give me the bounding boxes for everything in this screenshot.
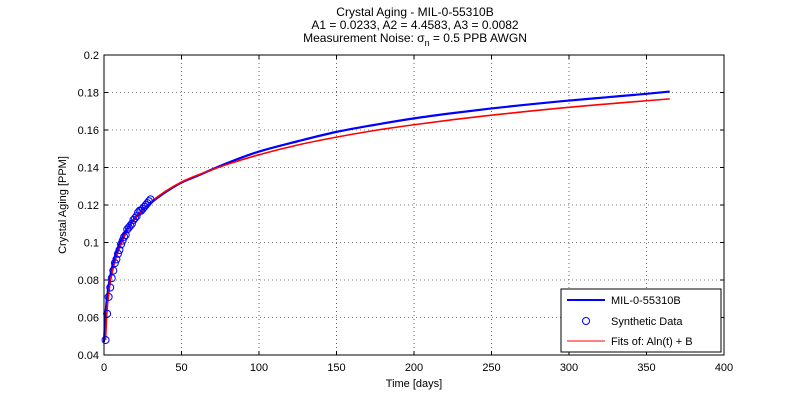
legend-label-model: MIL-0-55310B	[611, 295, 681, 307]
data-point	[144, 197, 153, 206]
data-point	[120, 232, 129, 241]
y-tick-label: 0.16	[78, 125, 99, 137]
chart-noise-line: Measurement Noise: σn = 0.5 PPB AWGN	[303, 31, 527, 48]
y-tick-label: 0.08	[78, 275, 99, 287]
y-tick-label: 0.1	[84, 238, 99, 250]
x-tick-label: 150	[327, 362, 345, 374]
x-tick-label: 0	[101, 362, 107, 374]
data-point	[110, 259, 119, 268]
x-tick-label: 350	[637, 362, 655, 374]
x-tick-label: 50	[175, 362, 187, 374]
chart-title: Crystal Aging - MIL-0-55310B	[336, 5, 493, 19]
y-tick-label: 0.18	[78, 88, 99, 100]
data-point	[117, 240, 126, 249]
data-point	[121, 231, 130, 239]
legend-swatch-data	[582, 317, 590, 325]
y-axis-label: Crystal Aging [PPM]	[57, 156, 69, 254]
legend-label-data: Synthetic Data	[611, 316, 683, 328]
x-tick-label: 250	[482, 362, 500, 374]
data-point	[109, 266, 118, 275]
x-axis-label: Time [days]	[386, 378, 442, 390]
series-layer	[101, 90, 670, 344]
y-tick-label: 0.14	[78, 163, 99, 175]
legend-label-fit: Fits of: Aln(t) + B	[611, 336, 693, 348]
y-tick-label: 0.12	[78, 200, 99, 212]
x-tick-label: 100	[250, 362, 268, 374]
noise-prefix: Measurement Noise: σ	[303, 31, 425, 45]
tick-layer: 0 50 100 150 200 250 300 350 400 0.04 0.06 0.08 0.1 0…	[78, 50, 734, 374]
x-tick-label: 300	[560, 362, 578, 374]
noise-suffix: = 0.5 PPB AWGN	[430, 31, 527, 45]
x-tick-label: 200	[405, 362, 423, 374]
y-tick-label: 0.06	[78, 313, 99, 325]
noise-subscript: n	[425, 38, 430, 48]
data-point	[101, 336, 110, 344]
data-point	[107, 274, 116, 283]
series-line-fit	[104, 98, 670, 341]
legend: MIL-0-55310B Synthetic Data Fits of: Aln…	[560, 288, 722, 353]
x-tick-label: 400	[715, 362, 733, 374]
chart-subtitle: A1 = 0.0233, A2 = 4.4583, A3 = 0.0082	[311, 18, 519, 32]
data-point	[112, 255, 121, 264]
data-point	[115, 246, 124, 254]
y-tick-label: 0.04	[78, 350, 99, 362]
data-point	[146, 195, 155, 204]
y-tick-label: 0.2	[84, 50, 99, 62]
data-point	[113, 249, 122, 258]
data-point	[104, 292, 113, 301]
data-point	[106, 283, 115, 292]
